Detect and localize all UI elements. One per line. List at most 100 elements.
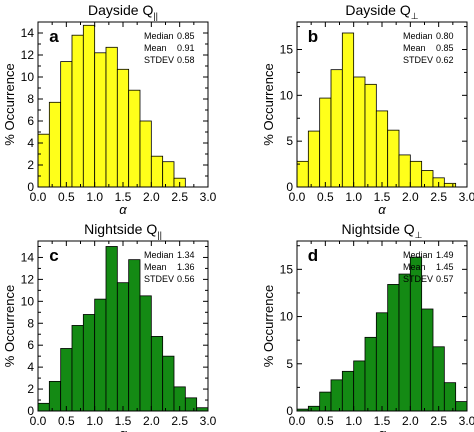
stat-label: Median [403,250,433,260]
panel-title: Nightside Q⊥ [342,221,423,240]
panel-title-main: Nightside Q [84,221,157,237]
x-tick-label: 1.5 [115,414,132,428]
panel-title-main: Nightside Q [342,221,415,237]
y-tick-label: 10 [280,310,294,324]
y-tick-label: 12 [21,272,35,286]
y-tick-label: 6 [27,338,34,352]
y-tick-label: 8 [27,316,34,330]
histogram-bar [387,129,400,188]
x-tick-label: 2.5 [430,190,447,204]
histogram-bar [82,314,96,412]
stat-label: STDEV [144,55,174,65]
histogram-bar [105,246,118,412]
histogram-bar [443,382,457,412]
histogram-bar [128,89,141,188]
panel-c: 0.0 0.5 1.0 1.5 2.0 2.5 3.0 0 2 4 6 8 10 12 14 α % Occur… [2,221,217,432]
y-tick-label: 10 [280,88,294,102]
histogram-bar [375,110,389,188]
y-axis-label: % Occurrence [2,285,17,367]
panel-b: 0.0 0.5 1.0 1.5 2.0 2.5 3.0 0 5 10 15 α % Occurrence… [261,2,474,217]
panel-title-subscript: ⊥ [415,230,423,240]
y-tick-label: 0 [27,404,34,418]
panel-title: Dayside Q|| [88,2,158,21]
histogram-bar [116,68,130,188]
histogram-bar [94,298,107,412]
y-tick-label: 0 [286,404,293,418]
histogram-bar [162,161,175,188]
histogram-bar [421,308,434,412]
histogram-bar [48,380,62,412]
histogram-bar [82,24,96,188]
stat-label: STDEV [403,274,433,284]
stat-label: Mean [144,262,167,272]
stat-label: Median [403,31,433,41]
stat-label: Median [144,250,174,260]
stat-label: Mean [144,43,167,53]
panel-title: Dayside Q⊥ [345,2,418,21]
panel-letter: b [308,27,318,46]
panel-title-subscript: || [153,11,158,21]
histogram-bar [60,348,73,412]
x-axis-label: α [119,202,127,217]
stat-value: 0.62 [436,55,454,65]
y-tick-label: 0 [286,180,293,194]
x-tick-label: 2.0 [402,414,419,428]
x-axis-label: α [119,426,127,432]
histogram-bar [341,32,355,188]
histogram-bar [71,34,84,188]
stat-label: Mean [403,262,426,272]
y-tick-label: 5 [286,134,293,148]
y-tick-label: 5 [286,357,293,371]
x-tick-label: 2.5 [171,414,188,428]
y-tick-label: 8 [27,92,34,106]
panel-letter: c [49,246,58,265]
histogram-bar [443,182,457,188]
x-tick-label: 3.0 [459,414,474,428]
x-tick-label: 0.5 [58,190,75,204]
histogram-bar [139,120,152,188]
x-tick-label: 3.0 [459,190,474,204]
x-tick-label: 1.0 [86,190,103,204]
panel-title-main: Dayside Q [88,2,153,18]
histogram-bar [375,312,389,412]
x-tick-label: 2.0 [143,190,160,204]
x-tick-label: 2.0 [402,190,419,204]
histogram-bar [353,76,366,188]
y-tick-label: 10 [21,70,35,84]
y-tick-label: 2 [27,158,34,172]
x-tick-label: 3.0 [200,190,217,204]
panel-title: Nightside Q|| [84,221,162,240]
stat-label: STDEV [403,55,433,65]
histogram-bar [398,154,411,188]
histogram-bar [162,355,175,412]
histogram-bar [128,259,141,412]
histogram-bar [150,155,164,188]
y-tick-label: 10 [21,294,35,308]
x-tick-label: 0.0 [30,414,47,428]
stat-value: 0.91 [177,43,195,53]
x-tick-label: 1.0 [86,414,103,428]
stat-value: 0.56 [177,274,195,284]
y-tick-label: 12 [21,48,35,62]
x-tick-label: 0.0 [289,190,306,204]
histogram-bar [105,46,118,188]
y-tick-label: 2 [27,382,34,396]
stat-value: 0.57 [436,274,454,284]
x-tick-label: 3.0 [200,414,217,428]
panel-title-main: Dayside Q [345,2,410,18]
panel-d: 0.0 0.5 1.0 1.5 2.0 2.5 3.0 0 5 10 15 α % Occurrence… [261,221,474,432]
y-tick-label: 6 [27,114,34,128]
stat-value: 1.36 [177,262,195,272]
x-tick-label: 1.0 [345,414,362,428]
histogram-bar [341,370,355,412]
histogram-bar [409,160,423,188]
x-axis-label: α [378,202,386,217]
histogram-bar [307,405,321,412]
x-tick-label: 2.5 [171,190,188,204]
x-tick-label: 1.5 [374,414,391,428]
histogram-bar [319,97,332,188]
x-tick-label: 2.5 [430,414,447,428]
y-tick-label: 14 [21,250,35,264]
y-tick-label: 15 [280,43,294,57]
